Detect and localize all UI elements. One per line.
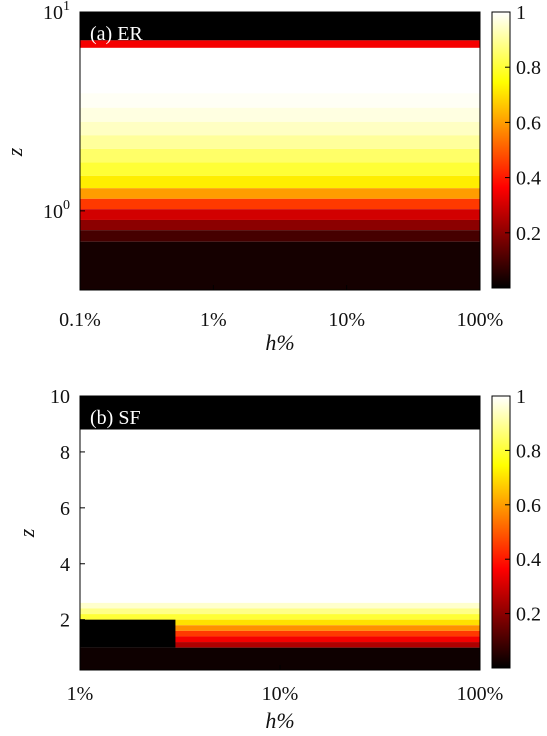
heatmap-er-cells bbox=[80, 12, 480, 290]
heatmap-band-er-6 bbox=[80, 93, 480, 108]
heatmap-band-er-8 bbox=[80, 121, 480, 136]
heatmap-band-sf-5 bbox=[80, 619, 480, 626]
colorbar-tick-label: 0.2 bbox=[516, 604, 541, 626]
heatmap-band-er-10 bbox=[80, 148, 480, 163]
y-axis-er: 100 101 bbox=[43, 0, 85, 223]
x-tick-label: 100% bbox=[457, 683, 504, 705]
heatmap-band-er-1 bbox=[80, 40, 480, 48]
y-tick-label: 2 bbox=[60, 610, 70, 632]
heatmap-band-er-11 bbox=[80, 162, 480, 176]
heatmap-band-er-7 bbox=[80, 107, 480, 122]
plot-frame-er bbox=[79, 11, 481, 291]
x-tick-label: 10% bbox=[328, 309, 365, 331]
colorbar-tick-label: 0.6 bbox=[516, 112, 541, 134]
heatmap-band-er-17 bbox=[80, 230, 480, 242]
heatmap-band-sf-10 bbox=[80, 647, 480, 670]
heatmap-band-sf-0 bbox=[80, 396, 480, 430]
x-axis-label-er: h% bbox=[265, 330, 294, 355]
colorbar-tick-label: 0.8 bbox=[516, 440, 541, 462]
y-axis-label-sf: z bbox=[14, 528, 39, 538]
heatmap-patch-sf-0 bbox=[80, 619, 176, 648]
colorbar-er: 0.2 0.4 0.6 0.8 1 bbox=[491, 2, 541, 289]
y-axis-sf: 2 4 6 8 10 bbox=[50, 386, 85, 632]
heatmap-band-er-15 bbox=[80, 209, 480, 220]
colorbar-tick-label: 1 bbox=[516, 386, 526, 408]
panel-label-er: (a) ER bbox=[90, 23, 143, 45]
y-tick-label: 6 bbox=[60, 498, 70, 520]
heatmap-band-er-13 bbox=[80, 188, 480, 199]
colorbar-tick-label: 1 bbox=[516, 2, 526, 24]
heatmap-band-er-14 bbox=[80, 198, 480, 210]
heatmap-band-sf-3 bbox=[80, 608, 480, 615]
x-axis-er: 0.1% 1% 10% 100% bbox=[59, 285, 503, 331]
x-axis-sf: 1% 10% 100% bbox=[67, 665, 504, 705]
y-axis-label-er: z bbox=[2, 147, 27, 157]
colorbar-tick-label: 0.4 bbox=[516, 549, 541, 571]
panel-label-sf: (b) SF bbox=[90, 407, 141, 429]
colorbar-sf-gradient bbox=[491, 395, 511, 669]
x-tick-label: 100% bbox=[457, 309, 504, 331]
heatmap-band-sf-4 bbox=[80, 614, 480, 620]
y-tick-label: 4 bbox=[60, 554, 70, 576]
y-tick-label: 8 bbox=[60, 442, 70, 464]
x-tick-label: 0.1% bbox=[59, 309, 101, 331]
heatmap-band-sf-8 bbox=[80, 636, 480, 643]
colorbar-er-gradient bbox=[491, 11, 511, 289]
heatmap-band-sf-2 bbox=[80, 602, 480, 609]
colorbar-tick-label: 0.8 bbox=[516, 57, 541, 79]
colorbar-sf-ticks: 0.2 0.4 0.6 0.8 1 bbox=[505, 386, 541, 626]
heatmap-band-sf-7 bbox=[80, 630, 480, 637]
heatmap-band-sf-9 bbox=[80, 642, 480, 648]
colorbar-sf: 0.2 0.4 0.6 0.8 1 bbox=[491, 386, 541, 669]
heatmap-sf-cells bbox=[80, 396, 480, 670]
heatmap-band-sf-1 bbox=[80, 429, 480, 603]
heatmap-band-sf-6 bbox=[80, 625, 480, 631]
heatmap-band-er-4 bbox=[80, 65, 480, 80]
heatmap-band-er-18 bbox=[80, 241, 480, 290]
x-tick-label: 10% bbox=[262, 683, 299, 705]
colorbar-er-ticks: 0.2 0.4 0.6 0.8 1 bbox=[505, 2, 541, 245]
heatmap-band-er-2 bbox=[80, 47, 480, 54]
y-tick-label: 101 bbox=[43, 0, 70, 24]
heatmap-band-er-12 bbox=[80, 175, 480, 189]
x-tick-label: 1% bbox=[200, 309, 227, 331]
x-axis-label-sf: h% bbox=[265, 708, 294, 733]
colorbar-tick-label: 0.6 bbox=[516, 495, 541, 517]
y-tick-label: 100 bbox=[43, 198, 70, 223]
colorbar-tick-label: 0.4 bbox=[516, 168, 541, 190]
colorbar-tick-label: 0.2 bbox=[516, 223, 541, 245]
y-tick-label: 10 bbox=[50, 386, 70, 408]
heatmap-band-er-9 bbox=[80, 135, 480, 149]
heatmap-band-er-0 bbox=[80, 12, 480, 41]
heatmap-band-er-16 bbox=[80, 219, 480, 231]
heatmap-band-er-3 bbox=[80, 53, 480, 66]
heatmap-band-er-5 bbox=[80, 79, 480, 94]
x-tick-label: 1% bbox=[67, 683, 94, 705]
